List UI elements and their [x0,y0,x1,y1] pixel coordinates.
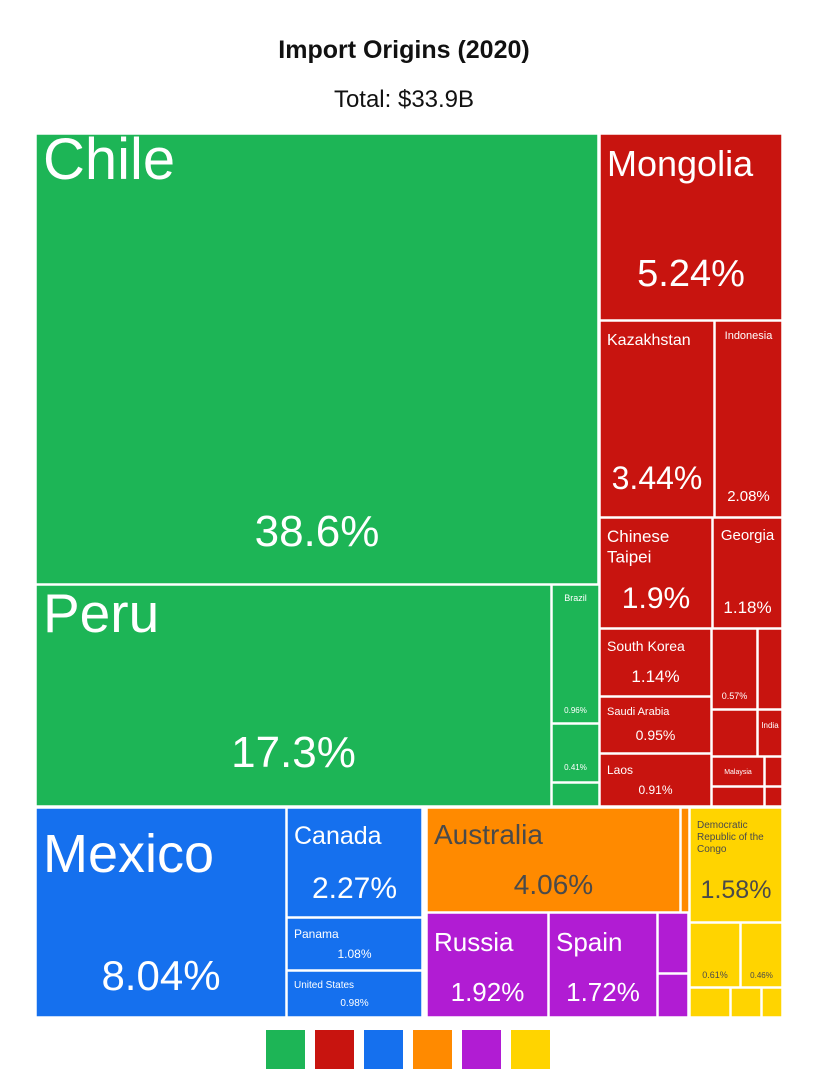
treemap-small-cell-0 [551,782,600,807]
legend-swatch-purple[interactable] [462,1030,501,1069]
legend-swatch-red[interactable] [315,1030,354,1069]
treemap-cell-chile-0 [35,133,599,585]
legend-swatch-blue[interactable] [364,1030,403,1069]
treemap-cell-mexico-15 [35,807,287,1018]
cell-label-laos-13: Laos [607,763,633,777]
treemap-cell-0-46-24 [740,922,783,988]
cell-label-kazakhstan-5: Kazakhstan [607,332,691,349]
treemap-small-cell-1 [757,628,783,710]
cell-label-peru-1: Peru [43,582,159,644]
cell-label-mongolia-4: Mongolia [607,143,754,184]
cell-label-spain-21: Spain [556,927,623,957]
treemap-cell-democratic-republic-of-the-congo-22 [689,807,783,923]
cell-value-spain-21: 1.72% [566,977,640,1007]
cell-label-india-12: India [761,721,779,730]
cell-value-united-states-18: 0.98% [340,998,368,1009]
treemap-cell-russia-20 [426,912,549,1018]
cell-label-mexico-15: Mexico [43,824,214,884]
treemap-cell-chinese-taipei-7 [599,517,713,629]
legend [266,1030,550,1069]
treemap-cell-indonesia-6 [714,320,783,518]
treemap-cell-kazakhstan-5 [599,320,715,518]
treemap-cell-south-korea-9 [599,628,712,697]
treemap-cell-0-61-23 [689,922,741,988]
cell-value-canada-16: 2.27% [312,872,397,905]
treemap-cell-0-41-3 [551,723,600,783]
cell-value-mongolia-4: 5.24% [637,253,745,295]
treemap-cell-mongolia-4 [599,133,783,321]
cell-label-russia-20: Russia [434,927,514,957]
legend-swatch-green[interactable] [266,1030,305,1069]
chart-title: Import Origins (2020) [278,36,530,64]
legend-swatch-orange[interactable] [413,1030,452,1069]
cell-label-united-states-18: United States [294,980,354,991]
treemap-cell-india-12 [757,709,783,757]
cell-label-brazil-2: Brazil [564,593,587,603]
treemap-small-cell-3 [764,756,783,787]
treemap-cell-canada-16 [286,807,423,918]
cell-value-russia-20: 1.92% [451,977,525,1007]
treemap-small-cell-9 [689,987,731,1018]
cell-value-brazil-2: 0.96% [564,706,587,715]
treemap-small-cell-5 [711,786,765,807]
chart-subtitle: Total: $33.9B [333,86,475,113]
cell-value-mexico-15: 8.04% [101,952,220,999]
cell-value-panama-17: 1.08% [337,947,371,961]
treemap-cell-0-57-10 [711,628,758,710]
treemap-small-cell-11 [761,987,783,1018]
cell-label-south-korea-9: South Korea [607,638,685,654]
cell-label-georgia-8: Georgia [721,527,775,544]
cell-label-malaysia-14: Malaysia [724,769,752,776]
treemap-cell-laos-13 [599,753,712,807]
cell-value-peru-1: 17.3% [231,728,356,777]
treemap-small-cell-8 [657,973,689,1018]
cell-label-democratic-republic-of-the-congo-22: Democratic Republic of the Congo [697,820,764,855]
cell-label-indonesia-6: Indonesia [725,330,774,342]
cell-value-laos-13: 0.91% [638,783,672,797]
cell-label-australia-19: Australia [434,819,543,850]
cell-value-south-korea-9: 1.14% [631,667,679,686]
treemap-cell-united-states-18 [286,970,423,1018]
treemap-cell-australia-19 [426,807,681,913]
treemap-cell-georgia-8 [712,517,783,629]
cell-value-0-46-24: 0.46% [750,971,773,980]
treemap-cell-brazil-2 [551,584,600,724]
cell-value-0-61-23: 0.61% [702,970,728,980]
cell-value-kazakhstan-5: 3.44% [612,460,703,496]
legend-swatch-yellow[interactable] [511,1030,550,1069]
treemap-small-cell-2 [711,709,758,757]
cell-value-chinese-taipei-7: 1.9% [622,582,690,615]
treemap-cell-malaysia-14 [711,756,765,787]
treemap-small-cell-7 [657,912,689,974]
cell-value-saudi-arabia-11: 0.95% [636,727,676,743]
cell-label-canada-16: Canada [294,822,382,850]
cell-value-indonesia-6: 2.08% [727,488,770,505]
treemap-cell-peru-1 [35,584,552,807]
cell-label-chile-0: Chile [43,127,175,192]
cell-value-0-57-10: 0.57% [722,691,748,701]
treemap-cell-panama-17 [286,917,423,971]
cell-value-chile-0: 38.6% [255,507,380,556]
treemap-cell-saudi-arabia-11 [599,696,712,754]
cell-value-democratic-republic-of-the-congo-22: 1.58% [701,876,772,904]
cell-value-australia-19: 4.06% [514,869,593,900]
cell-label-saudi-arabia-11: Saudi Arabia [607,706,670,718]
cell-label-panama-17: Panama [294,927,339,941]
cell-value-georgia-8: 1.18% [723,598,771,617]
cell-label-chinese-taipei-7: Chinese Taipei [607,527,669,566]
treemap-small-cell-10 [730,987,762,1018]
treemap-cell-spain-21 [548,912,658,1018]
treemap-small-cell-4 [764,786,783,807]
cell-value-0-41-3: 0.41% [564,763,587,772]
treemap-small-cell-6 [680,807,690,913]
